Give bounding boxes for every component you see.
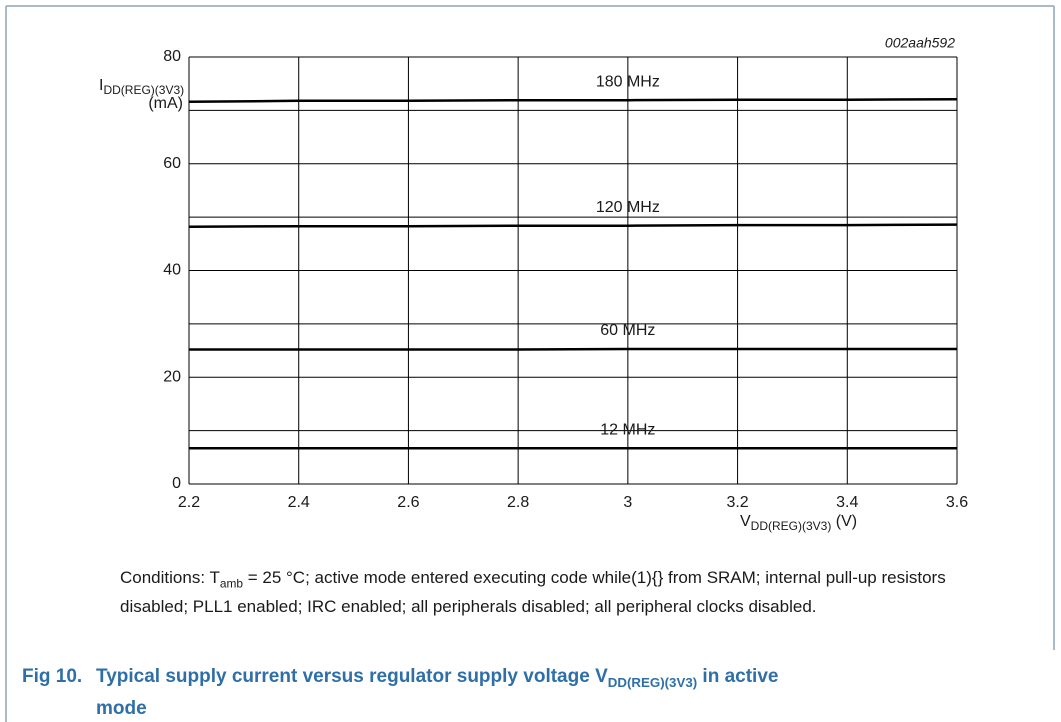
x-tick-label: 3.4 (836, 494, 858, 511)
x-axis-label: VDD(REG)(3V3) (V) (740, 513, 857, 533)
x-tick-label: 2.6 (397, 494, 419, 511)
y-axis-label: IDD(REG)(3V3) (99, 77, 184, 97)
series-label: 180 MHz (596, 73, 660, 90)
x-tick-label: 2.2 (178, 494, 200, 511)
note-sub: amb (219, 576, 243, 591)
x-label-unit: (V) (831, 513, 857, 530)
caption-body: Typical supply current versus regulator … (96, 664, 816, 722)
series-line (188, 223, 958, 228)
caption-label: Fig 10. (22, 666, 83, 687)
caption-text: in active mode (96, 666, 779, 719)
series-label: 60 MHz (600, 322, 655, 339)
note-text: Conditions: T (120, 568, 220, 587)
x-tick-label: 2.8 (507, 494, 529, 511)
x-tick-label: 3.6 (946, 494, 968, 511)
y-axis-unit: (mA) (148, 95, 183, 112)
series-label: 12 MHz (600, 421, 655, 438)
series-line (189, 347, 957, 351)
series-line (188, 97, 958, 104)
x-label-main: V (740, 513, 751, 530)
y-tick-label: 0 (172, 475, 181, 492)
figure-caption: Fig 10. Typical supply current versus reg… (22, 664, 822, 722)
note-text: = 25 °C; active mode entered executing c… (120, 568, 946, 617)
caption-text: Typical supply current versus regulator … (96, 666, 608, 687)
y-label-main: I (99, 77, 103, 94)
series-label: 120 MHz (596, 199, 660, 216)
y-label-sub: DD(REG)(3V3) (103, 83, 184, 97)
y-tick-label: 80 (163, 48, 181, 65)
x-tick-label: 3.2 (726, 494, 748, 511)
conditions-note: Conditions: Tamb = 25 °C; active mode en… (120, 566, 1000, 619)
figure-code: 002aah592 (885, 35, 955, 51)
x-tick-label: 2.4 (288, 494, 310, 511)
y-tick-label: 20 (163, 368, 181, 385)
caption-sub: DD(REG)(3V3) (607, 674, 698, 690)
x-label-sub: DD(REG)(3V3) (751, 519, 832, 533)
x-tick-label: 3 (623, 494, 632, 511)
y-tick-label: 60 (163, 155, 181, 172)
y-tick-label: 40 (163, 262, 181, 279)
